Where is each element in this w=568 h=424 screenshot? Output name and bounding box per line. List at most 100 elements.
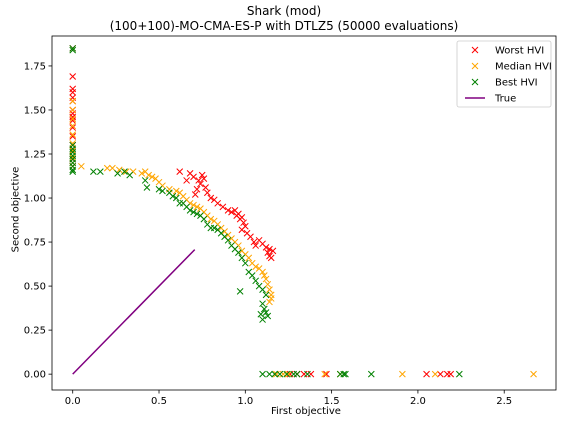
data-point — [69, 147, 77, 154]
legend-label: Worst HVI — [495, 46, 544, 57]
data-point — [259, 370, 266, 378]
data-point — [247, 233, 254, 241]
data-point — [259, 286, 266, 293]
data-point — [214, 199, 222, 207]
data-point — [138, 170, 146, 177]
data-point — [279, 370, 287, 378]
data-point — [69, 97, 77, 105]
data-point — [267, 295, 275, 302]
data-point — [141, 177, 149, 184]
data-point — [264, 280, 272, 288]
y-tick-label: 0.00 — [24, 370, 46, 381]
data-point — [210, 224, 218, 232]
data-point — [176, 199, 184, 207]
data-point — [203, 189, 211, 197]
data-point — [197, 180, 204, 188]
y-tick-label: 1.25 — [24, 150, 46, 161]
data-point — [233, 212, 241, 219]
data-point — [193, 203, 201, 211]
data-point — [266, 298, 273, 306]
y-tick-label: 1.00 — [24, 194, 46, 205]
data-point — [109, 164, 116, 172]
data-point — [264, 312, 272, 320]
data-point — [437, 370, 444, 378]
data-point — [195, 177, 203, 184]
data-point — [69, 115, 77, 123]
data-point — [238, 226, 246, 234]
data-point — [69, 133, 77, 140]
data-point — [321, 370, 329, 378]
data-point — [186, 207, 194, 214]
data-point — [252, 263, 260, 271]
data-point — [77, 162, 85, 170]
data-point — [266, 245, 273, 253]
legend-box — [456, 40, 552, 108]
y-tick-label: 0.75 — [24, 238, 46, 249]
data-point — [530, 370, 537, 378]
data-point — [69, 106, 77, 114]
data-point — [262, 309, 270, 316]
data-point — [198, 171, 206, 179]
y-axis-label: Second objective — [10, 166, 22, 253]
data-point — [285, 370, 292, 378]
x-axis-label: First objective — [271, 406, 341, 417]
data-point — [69, 73, 77, 80]
data-point — [250, 238, 258, 246]
data-point — [69, 154, 77, 161]
data-point — [259, 268, 266, 276]
data-point — [307, 370, 315, 378]
legend-label: Best HVI — [495, 78, 538, 89]
data-point — [96, 168, 104, 175]
data-point — [69, 168, 77, 175]
x-tick-label: 1.5 — [324, 396, 340, 407]
data-point — [207, 194, 215, 202]
data-point — [159, 187, 166, 195]
data-point — [300, 370, 308, 378]
data-point — [148, 173, 156, 181]
data-point — [236, 288, 244, 295]
data-point — [190, 201, 197, 209]
data-point — [126, 171, 134, 179]
data-point — [200, 215, 208, 223]
data-point — [90, 168, 97, 175]
data-point — [115, 166, 123, 174]
data-point — [69, 89, 77, 96]
data-point — [431, 370, 439, 378]
data-point — [336, 370, 344, 378]
data-point — [262, 291, 270, 299]
data-point — [267, 254, 275, 262]
data-point — [271, 370, 279, 378]
chart-title: Shark (mod) — [246, 4, 322, 18]
data-point — [259, 316, 266, 323]
true-front-line — [72, 249, 196, 375]
data-point — [260, 272, 268, 279]
data-point — [69, 124, 77, 131]
data-point — [259, 300, 266, 308]
data-point — [257, 310, 265, 318]
data-point — [228, 208, 235, 216]
data-point — [69, 131, 77, 138]
data-point — [264, 249, 272, 256]
data-point — [367, 370, 375, 378]
data-point — [262, 243, 270, 251]
x-tick-label: 0.5 — [151, 396, 167, 407]
data-point — [260, 305, 268, 313]
data-point — [252, 277, 260, 285]
data-point — [323, 370, 330, 378]
data-point — [200, 175, 208, 183]
data-point — [340, 370, 348, 378]
data-point — [172, 194, 180, 202]
x-tick-label: 0.0 — [65, 396, 81, 407]
data-point — [443, 370, 451, 378]
data-point — [276, 370, 284, 378]
y-tick-label: 0.25 — [24, 326, 46, 337]
data-point — [224, 236, 232, 244]
legend-label: Median HVI — [495, 62, 552, 73]
data-point — [238, 254, 246, 262]
data-point — [266, 370, 273, 378]
data-point — [155, 185, 163, 193]
legend-marker — [471, 78, 479, 86]
legend-label: True — [494, 94, 516, 105]
plot-frame — [51, 35, 557, 391]
